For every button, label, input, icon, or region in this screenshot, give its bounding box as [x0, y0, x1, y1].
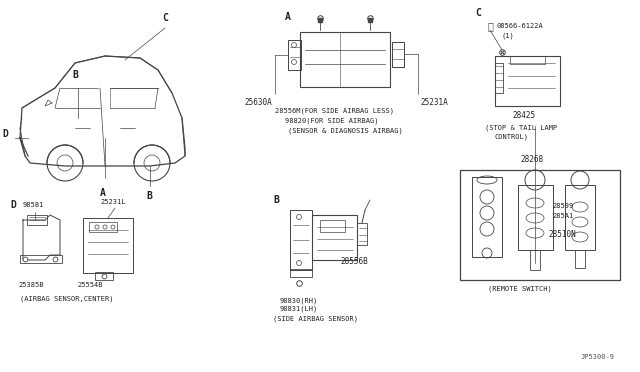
Text: 25630A: 25630A	[244, 98, 272, 107]
Text: D: D	[2, 129, 8, 139]
Bar	[89, 222, 117, 232]
Bar	[95, 272, 113, 280]
Text: (AIRBAG SENSOR,CENTER): (AIRBAG SENSOR,CENTER)	[20, 295, 113, 301]
Text: JP5300-9: JP5300-9	[581, 354, 615, 360]
Text: 28556M(FOR SIDE AIRBAG LESS): 28556M(FOR SIDE AIRBAG LESS)	[275, 107, 394, 113]
Text: B: B	[72, 70, 78, 80]
Bar	[518, 185, 553, 250]
Text: C: C	[475, 8, 481, 18]
Bar	[575, 250, 585, 268]
Text: 98581: 98581	[23, 202, 44, 208]
Bar	[20, 255, 62, 263]
Bar	[472, 177, 502, 257]
Text: CONTROL): CONTROL)	[495, 133, 529, 140]
Text: 98830(RH): 98830(RH)	[280, 297, 318, 304]
Text: (1): (1)	[502, 32, 515, 38]
Bar	[320, 220, 345, 232]
Text: A: A	[100, 188, 106, 198]
Text: 28510N: 28510N	[548, 230, 576, 239]
Bar	[288, 40, 301, 70]
Bar	[530, 250, 540, 270]
Text: (SENSOR & DIAGNOSIS AIRBAG): (SENSOR & DIAGNOSIS AIRBAG)	[288, 127, 403, 134]
Bar	[83, 218, 133, 273]
Text: (REMOTE SWITCH): (REMOTE SWITCH)	[488, 285, 552, 292]
Bar	[290, 269, 312, 277]
Text: 98820(FOR SIDE AIRBAG): 98820(FOR SIDE AIRBAG)	[285, 117, 378, 124]
Bar	[565, 185, 595, 250]
Text: 08566-6122A: 08566-6122A	[497, 23, 544, 29]
Text: (SIDE AIRBAG SENSOR): (SIDE AIRBAG SENSOR)	[273, 316, 358, 323]
Text: 25554B: 25554B	[77, 282, 102, 288]
Bar	[300, 32, 390, 87]
Text: C: C	[162, 13, 168, 23]
Bar	[495, 63, 503, 93]
Text: B: B	[273, 195, 279, 205]
Bar	[495, 56, 560, 106]
Bar	[312, 215, 357, 260]
Bar	[392, 42, 404, 67]
Text: 25231A: 25231A	[420, 98, 448, 107]
Bar	[460, 170, 620, 280]
Text: (STOP & TAIL LAMP: (STOP & TAIL LAMP	[485, 124, 557, 131]
Text: 25231L: 25231L	[100, 199, 125, 205]
Bar	[357, 223, 367, 245]
Text: 28556B: 28556B	[340, 257, 368, 266]
Text: Ⓢ: Ⓢ	[487, 21, 493, 31]
Text: 28268: 28268	[520, 155, 543, 164]
Text: D: D	[10, 200, 16, 210]
Text: 98831(LH): 98831(LH)	[280, 306, 318, 312]
Text: 25385B: 25385B	[18, 282, 44, 288]
Text: 285A1: 285A1	[552, 213, 573, 219]
Text: A: A	[285, 12, 291, 22]
Text: B: B	[146, 191, 152, 201]
Text: 28425: 28425	[512, 111, 535, 120]
Bar	[27, 215, 47, 225]
Bar	[510, 56, 545, 64]
Bar	[290, 210, 312, 270]
Text: 28599: 28599	[552, 203, 573, 209]
